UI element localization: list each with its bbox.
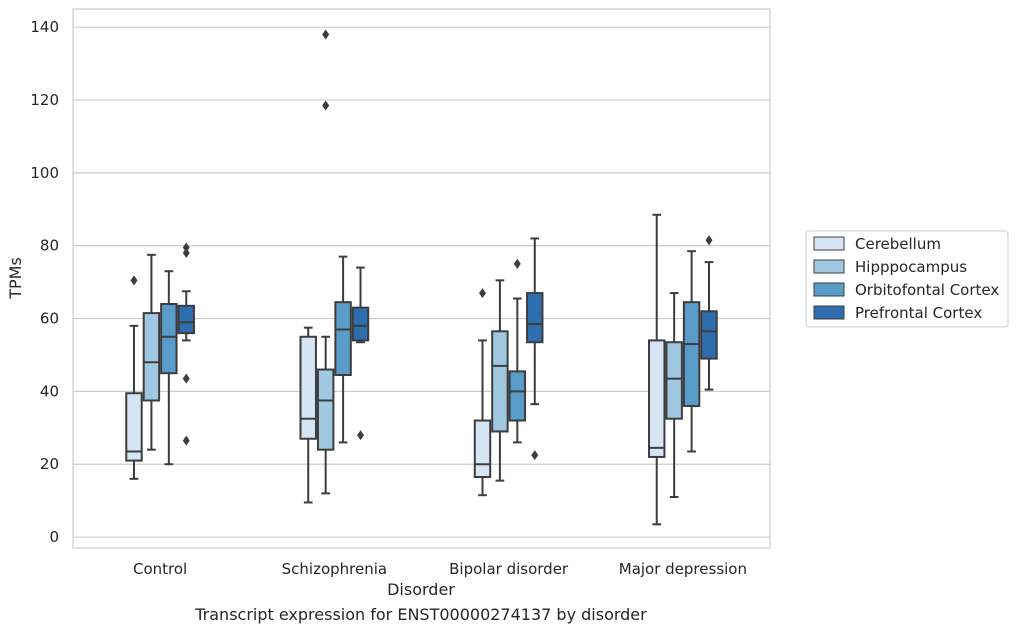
box-body bbox=[508, 370, 527, 422]
legend-label: Cerebellum bbox=[855, 235, 941, 253]
y-tick-label: 120 bbox=[30, 91, 59, 109]
outlier-point bbox=[357, 430, 365, 441]
x-tick-label: Bipolar disorder bbox=[449, 560, 569, 578]
box-body bbox=[351, 306, 370, 342]
y-axis-label: TPMs bbox=[6, 257, 25, 300]
outlier-point bbox=[322, 29, 330, 40]
y-axis-ticks: 0 20 40 60 80 100 120 140 bbox=[30, 18, 59, 546]
box-body bbox=[125, 392, 143, 462]
box bbox=[700, 235, 718, 391]
legend-swatch bbox=[813, 305, 845, 320]
box bbox=[177, 242, 195, 446]
box-body bbox=[491, 330, 509, 433]
box bbox=[682, 250, 701, 453]
box bbox=[142, 253, 161, 451]
box bbox=[299, 326, 317, 504]
box-body bbox=[526, 292, 544, 344]
legend-frame bbox=[805, 230, 1009, 328]
box bbox=[160, 270, 178, 466]
outlier-point bbox=[182, 373, 190, 384]
x-axis-label: Disorder bbox=[387, 580, 455, 599]
legend-label: Orbitofontal Cortex bbox=[855, 281, 999, 299]
box bbox=[508, 258, 527, 444]
y-tick-label: 60 bbox=[40, 310, 59, 328]
grid-lines bbox=[73, 26, 770, 538]
y-tick-label: 80 bbox=[40, 237, 59, 255]
y-tick-label: 40 bbox=[40, 382, 59, 400]
box-body bbox=[473, 419, 492, 478]
box bbox=[526, 237, 544, 461]
box bbox=[351, 266, 370, 441]
y-tick-label: 100 bbox=[30, 164, 59, 182]
box bbox=[316, 29, 335, 495]
outlier-point bbox=[130, 275, 138, 286]
legend-label: Prefrontal Cortex bbox=[855, 304, 982, 322]
box-body bbox=[682, 301, 701, 407]
box bbox=[491, 279, 509, 482]
legend-swatch bbox=[813, 282, 845, 297]
outlier-point bbox=[182, 242, 190, 253]
plot-area-frame bbox=[72, 8, 771, 549]
outlier-point bbox=[182, 435, 190, 446]
x-tick-label: Major depression bbox=[619, 560, 747, 578]
box bbox=[473, 288, 492, 497]
outlier-point bbox=[322, 100, 330, 111]
outlier-point bbox=[531, 450, 539, 461]
x-tick-label: Schizophrenia bbox=[282, 560, 387, 578]
box-body bbox=[142, 312, 161, 402]
box-body bbox=[700, 310, 718, 360]
box-body bbox=[177, 304, 195, 335]
chart-caption: Transcript expression for ENST0000027413… bbox=[195, 605, 647, 624]
box bbox=[648, 213, 666, 526]
outlier-point bbox=[705, 235, 713, 246]
outlier-point bbox=[182, 248, 190, 259]
box bbox=[125, 275, 143, 480]
box-body bbox=[299, 335, 317, 440]
box-body bbox=[665, 341, 683, 420]
box-body bbox=[160, 302, 178, 375]
legend-swatch bbox=[813, 259, 845, 274]
legend: Cerebellum Hipppocampus Orbitofontal Corte… bbox=[805, 230, 1009, 328]
x-tick-label: Control bbox=[133, 560, 187, 578]
box-series bbox=[125, 29, 718, 526]
legend-swatch bbox=[813, 236, 845, 251]
box-body bbox=[648, 339, 666, 458]
box-body bbox=[316, 368, 335, 451]
y-tick-label: 0 bbox=[49, 528, 59, 546]
box-body bbox=[334, 301, 352, 377]
y-tick-label: 140 bbox=[30, 18, 59, 36]
outlier-point bbox=[478, 288, 486, 299]
box bbox=[665, 292, 683, 499]
box bbox=[334, 255, 352, 444]
outlier-point bbox=[513, 258, 521, 269]
x-axis-ticks: Control Schizophrenia Bipolar disorder Majo… bbox=[133, 560, 747, 578]
y-tick-label: 20 bbox=[40, 455, 59, 473]
legend-label: Hipppocampus bbox=[855, 258, 967, 276]
